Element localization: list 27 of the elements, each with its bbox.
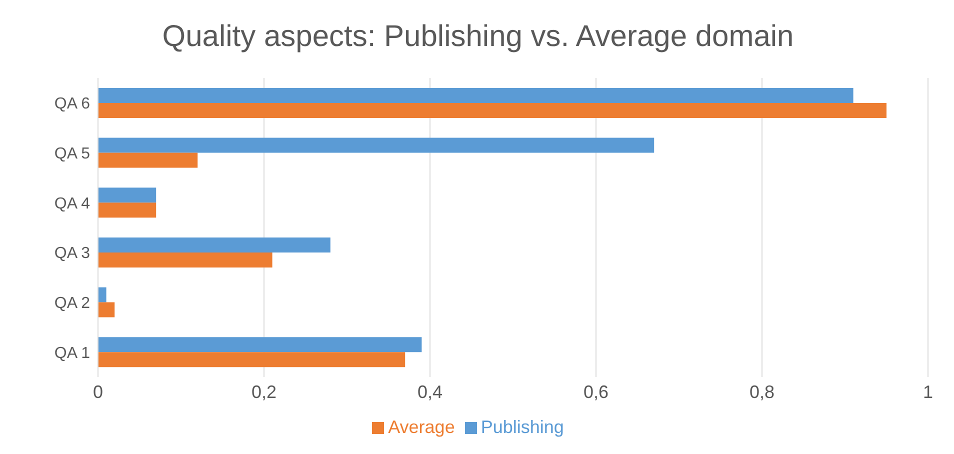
bar <box>98 188 156 203</box>
bar <box>98 252 272 268</box>
x-tick-label: 0,4 <box>417 382 443 402</box>
bar <box>98 337 422 352</box>
x-tick-label: 0,8 <box>749 382 775 402</box>
x-tick-label: 0 <box>92 382 104 402</box>
y-tick-label: QA 3 <box>54 245 90 262</box>
bar <box>98 302 115 318</box>
x-tick-label: 0,6 <box>583 382 609 402</box>
y-tick-label: QA 2 <box>54 294 90 312</box>
bar <box>98 88 854 103</box>
bar <box>98 352 406 368</box>
y-tick-label: QA 1 <box>54 344 90 362</box>
bar <box>98 287 106 302</box>
x-tick-label: 0,2 <box>251 382 277 402</box>
bar <box>98 102 886 118</box>
legend-label: Average <box>388 417 455 437</box>
chart-title: Quality aspects: Publishing vs. Average domain <box>161 19 795 55</box>
legend-label: Publishing <box>480 417 564 437</box>
y-tick-label: QA 5 <box>54 145 90 162</box>
bar <box>98 237 330 252</box>
bar <box>98 138 654 153</box>
bar <box>98 152 198 168</box>
bar <box>98 202 156 218</box>
y-tick-label: QA 4 <box>54 195 90 212</box>
x-tick-label: 1 <box>922 382 934 402</box>
y-tick-label: QA 6 <box>54 96 90 113</box>
